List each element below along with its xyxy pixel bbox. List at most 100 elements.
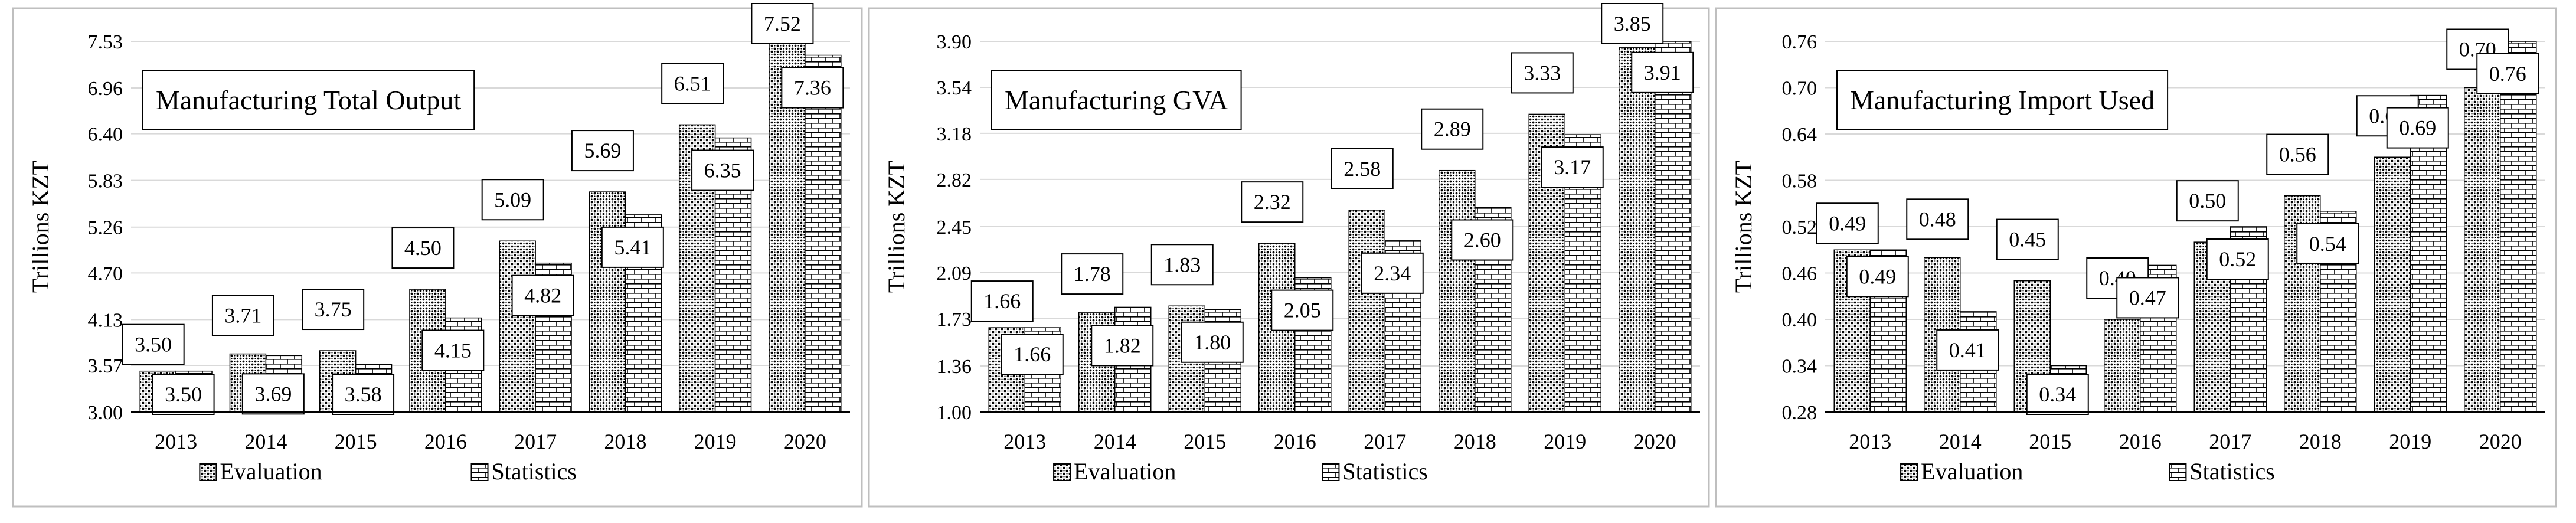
y-tick-label: 3.18 (937, 123, 972, 145)
data-label-statistics-2014: 1.82 (1104, 334, 1141, 357)
y-axis-label: Trillions KZT (1730, 161, 1757, 293)
data-label-box (211, 295, 274, 336)
x-tick-label-2017: 2017 (1364, 430, 1406, 453)
bar-evaluation-2016 (2104, 319, 2141, 413)
data-label-evaluation-2016: 2.32 (1254, 190, 1291, 214)
y-tick-label: 3.00 (88, 402, 123, 424)
data-label-evaluation-2014: 1.78 (1074, 262, 1111, 286)
x-tick-label-2020: 2020 (2479, 430, 2522, 453)
data-label-box (1451, 219, 1514, 261)
legend-swatch-evaluation (1053, 463, 1071, 481)
y-tick-label: 0.28 (1782, 402, 1817, 424)
data-label-box (970, 280, 1034, 322)
legend-swatch-evaluation (1900, 463, 1918, 481)
data-label-box (1361, 252, 1424, 294)
data-label-statistics-2019: 6.35 (704, 159, 741, 182)
y-tick-label: 3.90 (937, 31, 972, 53)
legend: Evaluation Statistics (1900, 458, 2275, 485)
data-label-statistics-2019: 3.17 (1554, 155, 1591, 179)
legend: Evaluation Statistics (1053, 458, 1428, 485)
bar-evaluation-2020 (2464, 87, 2501, 413)
data-label-statistics-2017: 4.82 (524, 284, 561, 308)
legend-label-statistics: Statistics (492, 458, 577, 485)
data-label-box (152, 374, 215, 415)
data-label-evaluation-2019: 6.51 (674, 71, 711, 95)
y-tick-label: 5.83 (88, 171, 123, 192)
bar-statistics-2020 (1655, 41, 1692, 413)
bar-evaluation-2017 (1348, 210, 1385, 413)
data-label-statistics-2016: 2.05 (1284, 299, 1321, 322)
data-label-statistics-2014: 0.41 (1949, 338, 1986, 362)
data-label-box (302, 289, 365, 331)
x-tick-label-2013: 2013 (1849, 430, 1891, 453)
x-tick-label-2014: 2014 (1939, 430, 1982, 453)
data-label-box (511, 274, 574, 316)
y-tick-label: 6.96 (88, 78, 123, 100)
data-label-box (1906, 198, 1969, 240)
data-label-box (2386, 107, 2449, 149)
x-tick-label-2016: 2016 (424, 430, 467, 453)
data-label-box (691, 149, 754, 191)
data-label-box (751, 3, 814, 44)
data-label-evaluation-2015: 1.83 (1163, 253, 1201, 276)
legend-swatch-statistics (1322, 463, 1340, 481)
legend-label-statistics: Statistics (1342, 458, 1427, 485)
y-tick-label: 0.40 (1782, 309, 1817, 331)
y-tick-label: 0.58 (1782, 171, 1817, 192)
chart-panel-2: 1.00 1.36 1.73 2.09 2.45 2.82 3.18 3.54 3.90 1.66… (868, 3, 1710, 508)
bar-evaluation-2018 (589, 191, 626, 413)
x-tick-label-2014: 2014 (244, 430, 287, 453)
data-label-evaluation-2017: 0.50 (2189, 189, 2226, 213)
x-tick-label-2018: 2018 (1454, 430, 1496, 453)
data-label-evaluation-2015: 3.75 (315, 298, 352, 321)
x-tick-label-2017: 2017 (514, 430, 557, 453)
data-label-box (421, 329, 485, 371)
data-label-box (481, 179, 544, 221)
chart-panel-1: 3.003.574.134.705.265.836.406.967.533.50… (12, 3, 863, 508)
data-label-box (1421, 108, 1484, 150)
data-label-evaluation-2013: 1.66 (983, 289, 1021, 313)
y-tick-label: 6.40 (88, 124, 123, 146)
y-tick-label: 3.54 (937, 77, 972, 99)
data-label-evaluation-2018: 2.89 (1434, 117, 1471, 141)
data-label-statistics-2017: 0.52 (2219, 247, 2256, 271)
data-label-statistics-2020: 7.36 (794, 76, 831, 100)
data-label-box (1936, 329, 1999, 371)
x-tick-label-2015: 2015 (1184, 430, 1226, 453)
legend-label-evaluation: Evaluation (1921, 458, 2023, 485)
data-label-box (1241, 181, 1304, 223)
y-tick-label: 2.09 (937, 263, 972, 285)
y-tick-label: 2.82 (937, 169, 972, 191)
data-label-statistics-2018: 5.41 (614, 236, 651, 259)
data-label-box (1846, 256, 1909, 298)
legend-swatch-statistics (2169, 463, 2187, 481)
data-label-box (241, 373, 305, 415)
data-label-evaluation-2018: 5.69 (584, 139, 621, 162)
data-label-box (1271, 289, 1334, 331)
y-tick-label: 1.00 (937, 402, 972, 424)
data-label-evaluation-2019: 3.33 (1524, 61, 1561, 84)
y-tick-label: 1.73 (937, 309, 972, 331)
data-label-box (1511, 52, 1574, 94)
x-tick-label-2015: 2015 (2029, 430, 2071, 453)
bar-evaluation-2017 (499, 240, 536, 413)
data-label-box (1601, 3, 1664, 44)
data-label-evaluation-2020: 7.52 (764, 12, 801, 35)
x-tick-label-2016: 2016 (2119, 430, 2162, 453)
data-label-box (2116, 277, 2179, 319)
data-label-statistics-2018: 0.54 (2309, 232, 2346, 256)
data-label-evaluation-2017: 5.09 (494, 188, 531, 211)
y-tick-label: 2.45 (937, 217, 972, 238)
data-label-evaluation-2013: 0.49 (1829, 211, 1866, 235)
x-tick-label-2014: 2014 (1094, 430, 1136, 453)
y-tick-label: 0.52 (1782, 217, 1817, 238)
x-tick-label-2018: 2018 (604, 430, 646, 453)
x-tick-label-2013: 2013 (1003, 430, 1046, 453)
y-tick-label: 4.13 (88, 309, 123, 331)
data-label-box (2266, 133, 2329, 175)
data-label-box (1150, 244, 1214, 286)
y-tick-label: 0.34 (1782, 356, 1817, 378)
data-label-statistics-2020: 3.91 (1644, 61, 1681, 84)
y-tick-label: 1.36 (937, 356, 972, 378)
x-tick-label-2019: 2019 (1544, 430, 1586, 453)
